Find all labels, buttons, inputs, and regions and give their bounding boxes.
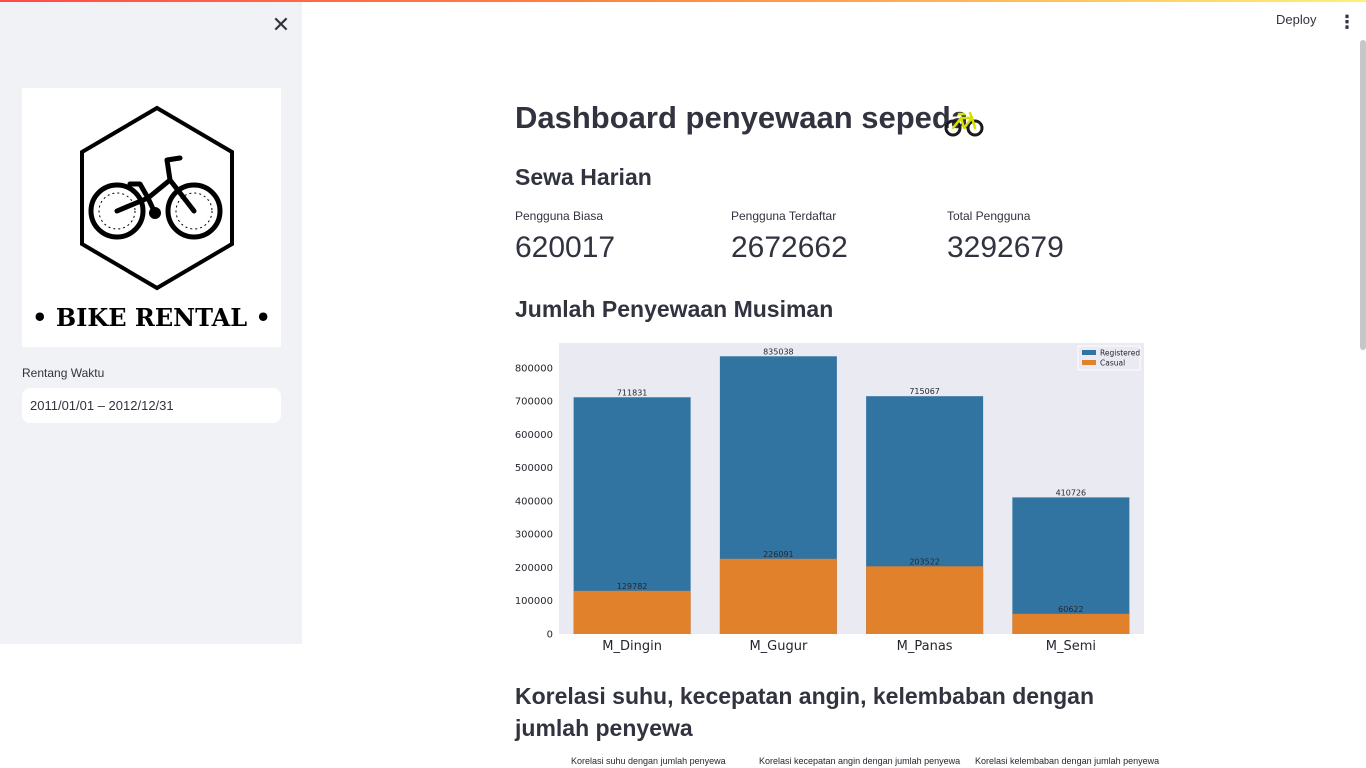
- scrollbar[interactable]: [1360, 40, 1366, 350]
- wind-correlation-caption: Korelasi kecepatan angin dengan jumlah p…: [759, 756, 961, 766]
- y-tick-label: 100000: [515, 596, 553, 607]
- seasonal-heading: Jumlah Penyewaan Musiman: [515, 296, 834, 322]
- legend-label: Casual: [1100, 359, 1125, 368]
- x-tick-label: M_Panas: [897, 639, 953, 654]
- vertical-dots-icon[interactable]: ⋮: [1338, 12, 1356, 32]
- metric-value: 620017: [515, 231, 616, 264]
- logo-graphic: [80, 105, 234, 291]
- temp-correlation-caption: Korelasi suhu dengan jumlah penyewa: [571, 756, 726, 766]
- chart-svg: 0 100000 200000 300000 400000 500000 600000 700…: [515, 343, 1144, 654]
- metric-label: Pengguna Biasa: [515, 209, 604, 223]
- page-title: Dashboard penyewaan sepeda: [515, 100, 969, 135]
- data-label-casual: 203522: [909, 557, 940, 566]
- y-tick-label: 500000: [515, 463, 553, 474]
- deploy-button[interactable]: Deploy: [1276, 12, 1317, 27]
- seasonal-bar-chart: 0 100000 200000 300000 400000 500000 600000 700…: [512, 340, 1152, 656]
- x-tick-label: M_Dingin: [602, 639, 662, 654]
- legend-swatch: [1082, 360, 1096, 365]
- date-range-label: Rentang Waktu: [22, 366, 105, 380]
- x-tick-label: M_Semi: [1046, 639, 1096, 654]
- data-label-registered: 410726: [1056, 488, 1087, 497]
- correlation-heading: Korelasi suhu, kecepatan angin, kelembab…: [515, 683, 1094, 741]
- metric-label: Total Pengguna: [947, 209, 1031, 223]
- logo-text: • BIKE RENTAL •: [32, 303, 271, 332]
- data-label-casual: 226091: [763, 550, 794, 559]
- data-label-casual: 60622: [1058, 605, 1083, 614]
- metric-label: Pengguna Terdaftar: [731, 209, 837, 223]
- x-tick-label: M_Gugur: [749, 639, 808, 654]
- metric-casual: Pengguna Biasa 620017: [515, 209, 615, 265]
- metric-value: 2672662: [731, 231, 848, 264]
- daily-rent-heading: Sewa Harian: [515, 164, 652, 190]
- legend-swatch: [1082, 350, 1096, 355]
- bar-casual: [1012, 613, 1130, 634]
- bar-registered: [1012, 497, 1130, 634]
- y-tick-label: 300000: [515, 530, 553, 541]
- metric-registered: Pengguna Terdaftar 2672662: [731, 209, 848, 265]
- top-accent-bar: [0, 0, 1366, 2]
- sidebar: ✕ • BIKE RENTAL • Rentang Waktu 2011/01/…: [0, 2, 302, 644]
- y-tick-label: 700000: [515, 397, 553, 408]
- bicycle-icon: [944, 111, 984, 137]
- humidity-correlation-caption: Korelasi kelembaban dengan jumlah penyew…: [975, 756, 1160, 766]
- bar-casual: [719, 558, 837, 634]
- bar-casual: [866, 566, 984, 634]
- metric-total: Total Pengguna 3292679: [947, 209, 1064, 265]
- y-tick-label: 200000: [515, 563, 553, 574]
- y-tick-label: 0: [547, 630, 553, 641]
- date-range-input[interactable]: 2011/01/01 – 2012/12/31: [22, 388, 281, 423]
- data-label-registered: 715067: [909, 387, 940, 396]
- data-label-registered: 711831: [617, 388, 648, 397]
- bike-rental-logo: • BIKE RENTAL •: [22, 88, 281, 347]
- metric-value: 3292679: [947, 231, 1064, 264]
- y-tick-label: 800000: [515, 363, 553, 374]
- data-label-casual: 129782: [617, 582, 648, 591]
- legend-label: Registered: [1100, 349, 1140, 358]
- bar-casual: [573, 590, 691, 634]
- close-icon[interactable]: ✕: [271, 12, 291, 37]
- data-label-registered: 835038: [763, 347, 794, 356]
- y-tick-label: 600000: [515, 430, 553, 441]
- y-tick-label: 400000: [515, 496, 553, 507]
